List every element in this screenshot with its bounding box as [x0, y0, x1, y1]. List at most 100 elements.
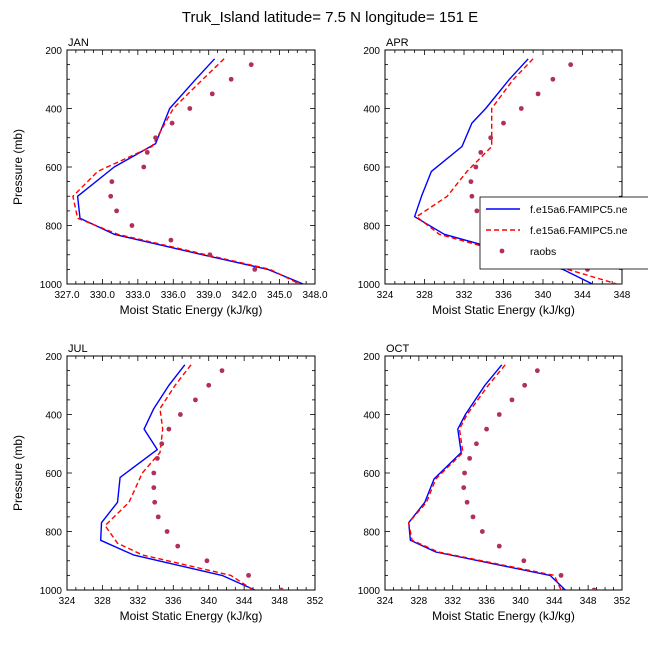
- raobs-point: [187, 106, 193, 111]
- raobs-point: [164, 529, 170, 534]
- raobs-point: [591, 587, 597, 590]
- x-axis-label: Moist Static Energy (kJ/kg): [120, 609, 263, 623]
- raobs-point: [535, 91, 541, 97]
- y-tick-label: 1000: [358, 586, 381, 597]
- y-tick-label: 400: [45, 105, 62, 116]
- x-axis-label: Moist Static Energy (kJ/kg): [432, 609, 575, 623]
- raobs-point: [509, 397, 515, 403]
- raobs-point: [278, 587, 284, 590]
- raobs-point: [252, 266, 258, 272]
- y-tick-label: 800: [363, 528, 380, 539]
- x-tick-label: 332: [444, 596, 461, 607]
- x-tick-label: 344: [574, 290, 591, 301]
- raobs-point: [484, 426, 489, 432]
- raobs-point: [518, 106, 524, 111]
- raobs-point: [219, 368, 225, 374]
- raobs-point: [470, 514, 476, 520]
- raobs-point: [168, 237, 174, 243]
- y-tick-label: 200: [363, 352, 380, 363]
- raobs-point: [558, 572, 564, 578]
- raobs-point: [496, 543, 502, 549]
- raobs-point: [151, 470, 157, 476]
- x-tick-label: 344: [546, 596, 563, 607]
- raobs-point: [153, 135, 158, 141]
- raobs-point: [568, 62, 574, 68]
- y-tick-label: 1000: [40, 586, 63, 597]
- y-tick-label: 600: [45, 163, 62, 174]
- raobs-point: [159, 441, 165, 447]
- x-tick-label: 333.0: [125, 290, 150, 301]
- x-tick-label: 328: [94, 596, 111, 607]
- raobs-point: [207, 252, 213, 258]
- x-tick-label: 324: [377, 596, 394, 607]
- x-tick-label: 352: [614, 596, 631, 607]
- raobs-point: [154, 455, 160, 461]
- raobs-point: [151, 485, 157, 491]
- panel-jan: JAN 327.0 330.0 333.0 336.0 339.0 342.0 345.0 34…: [11, 37, 328, 317]
- series-line-dashed: [72, 58, 300, 284]
- raobs-point: [468, 179, 474, 185]
- raobs-point: [534, 368, 540, 374]
- series-line-dashed: [408, 364, 562, 590]
- x-tick-label: 328: [411, 596, 428, 607]
- raobs-point: [474, 208, 480, 214]
- x-tick-label: 348: [614, 290, 631, 301]
- x-tick-label: 340: [535, 290, 552, 301]
- y-tick-label: 800: [45, 222, 62, 233]
- panel-label: JUL: [68, 343, 88, 355]
- plot-frame: [384, 355, 623, 591]
- panel-jul: JUL 324 328 332 336 340 344 348 352 200 400 600 800 1…: [11, 343, 324, 623]
- legend-label: f.e15a6.FAMIPC5.ne: [530, 204, 628, 216]
- series-line-dashed: [104, 364, 254, 590]
- series-line-solid: [408, 364, 566, 590]
- y-tick-label: 400: [45, 411, 62, 422]
- raobs-point: [294, 281, 300, 284]
- x-tick-label: 348: [580, 596, 597, 607]
- raobs-point: [474, 441, 479, 447]
- raobs-point: [521, 558, 527, 564]
- x-axis-label: Moist Static Energy (kJ/kg): [432, 303, 575, 317]
- y-tick-label: 1000: [40, 280, 63, 291]
- x-tick-label: 348.0: [302, 290, 327, 301]
- raobs-point: [479, 529, 485, 534]
- series-group: [408, 364, 597, 590]
- raobs-point: [144, 149, 150, 155]
- x-tick-label: 348: [271, 596, 288, 607]
- raobs-point: [462, 470, 467, 476]
- raobs-point: [496, 412, 502, 417]
- raobs-point: [478, 149, 484, 155]
- raobs-point: [461, 485, 467, 491]
- raobs-point: [248, 62, 254, 68]
- y-tick-label: 1000: [358, 280, 381, 291]
- y-tick-label: 200: [45, 352, 62, 363]
- x-tick-label: 336: [165, 596, 182, 607]
- raobs-point: [109, 179, 115, 185]
- raobs-point: [469, 193, 475, 199]
- raobs-point: [501, 120, 506, 126]
- panel-apr: APR 324 328 332 336 340 344 348 200 400 600 800 1000…: [358, 37, 631, 317]
- series-line-solid: [99, 364, 256, 590]
- raobs-point: [206, 382, 212, 388]
- raobs-point: [155, 514, 161, 520]
- x-tick-label: 330.0: [90, 290, 115, 301]
- y-tick-label: 400: [363, 411, 380, 422]
- x-tick-label: 332: [456, 290, 473, 301]
- x-tick-label: 340: [200, 596, 217, 607]
- x-tick-label: 352: [307, 596, 324, 607]
- panels: JAN 327.0 330.0 333.0 336.0 339.0 342.0 345.0 34…: [11, 37, 631, 623]
- legend-label: f.e15a6.FAMIPC5.ne: [530, 225, 628, 237]
- raobs-point: [169, 120, 175, 126]
- y-axis-label: Pressure (mb): [11, 435, 25, 511]
- y-axis-label: Pressure (mb): [11, 129, 25, 205]
- series-line-solid: [76, 58, 304, 284]
- raobs-point: [166, 426, 172, 432]
- y-tick-label: 600: [363, 163, 380, 174]
- y-tick-label: 600: [363, 469, 380, 480]
- x-tick-label: 328: [416, 290, 433, 301]
- legend-marker: [499, 248, 505, 254]
- plot-frame: [66, 355, 316, 591]
- x-tick-label: 339.0: [196, 290, 221, 301]
- panel-label: JAN: [68, 37, 89, 49]
- raobs-point: [209, 91, 215, 97]
